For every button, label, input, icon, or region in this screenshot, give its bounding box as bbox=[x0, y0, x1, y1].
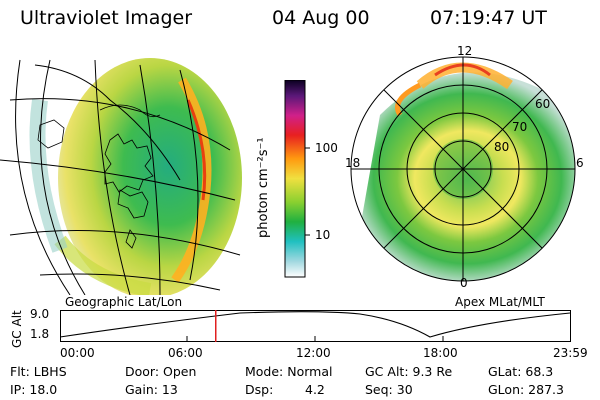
altitude-xtick-3: 18:00 bbox=[423, 346, 458, 360]
gc-alt-info: GC Alt: 9.3 Re bbox=[365, 364, 453, 379]
auroral-emission bbox=[29, 58, 242, 295]
coastlines bbox=[37, 104, 161, 249]
altitude-xtick-2: 12:00 bbox=[296, 346, 331, 360]
latlon-grid bbox=[0, 59, 241, 295]
mlt-label-18: 18 bbox=[345, 156, 361, 170]
door-info: Door: Open bbox=[125, 364, 197, 379]
geographic-panel-label: Geographic Lat/Lon bbox=[65, 295, 183, 309]
altitude-plot bbox=[60, 310, 571, 342]
colorbar-tick-10: 10 bbox=[315, 228, 331, 242]
colorbar-unit-label: photon cm⁻²s⁻¹ bbox=[256, 137, 271, 238]
altitude-curve bbox=[60, 311, 571, 338]
observation-time: 07:19:47 UT bbox=[430, 7, 547, 29]
polar-image bbox=[350, 56, 576, 282]
dsp-value: 4.2 bbox=[305, 382, 325, 397]
mlat-label-80: 80 bbox=[494, 140, 510, 154]
colorbar bbox=[284, 80, 310, 278]
dsp-info: Dsp: bbox=[245, 382, 274, 397]
mode-info: Mode: Normal bbox=[245, 364, 333, 379]
apex-panel-label: Apex MLat/MLT bbox=[455, 295, 545, 309]
glon-info: GLon: 287.3 bbox=[488, 382, 564, 397]
altitude-xtick-0: 00:00 bbox=[60, 346, 95, 360]
filter-info: Flt: LBHS bbox=[10, 364, 67, 379]
instrument-title: Ultraviolet Imager bbox=[20, 7, 193, 29]
seq-info: Seq: 30 bbox=[365, 382, 413, 397]
polar-grid bbox=[350, 56, 576, 282]
altitude-ytick-low: 1.8 bbox=[30, 327, 50, 341]
glat-info: GLat: 68.3 bbox=[488, 364, 554, 379]
mlt-label-0: 0 bbox=[460, 276, 468, 290]
altitude-ytick-high: 9.0 bbox=[30, 307, 50, 321]
geographic-image bbox=[0, 58, 242, 295]
mlt-label-6: 6 bbox=[576, 156, 584, 170]
altitude-xtick-4: 23:59 bbox=[553, 346, 588, 360]
mlat-label-70: 70 bbox=[512, 120, 528, 134]
gain-info: Gain: 13 bbox=[125, 382, 178, 397]
ip-info: IP: 18.0 bbox=[10, 382, 58, 397]
observation-date: 04 Aug 00 bbox=[272, 7, 370, 29]
mlt-label-12: 12 bbox=[457, 44, 473, 58]
altitude-xtick-1: 06:00 bbox=[168, 346, 203, 360]
altitude-ylabel: GC Alt bbox=[10, 310, 24, 348]
mlat-label-60: 60 bbox=[535, 97, 551, 111]
colorbar-tick-100: 100 bbox=[315, 141, 338, 155]
